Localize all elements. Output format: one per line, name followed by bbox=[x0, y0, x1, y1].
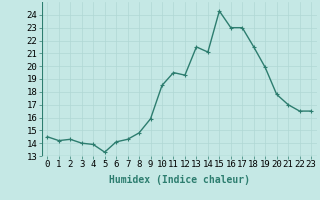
X-axis label: Humidex (Indice chaleur): Humidex (Indice chaleur) bbox=[109, 175, 250, 185]
